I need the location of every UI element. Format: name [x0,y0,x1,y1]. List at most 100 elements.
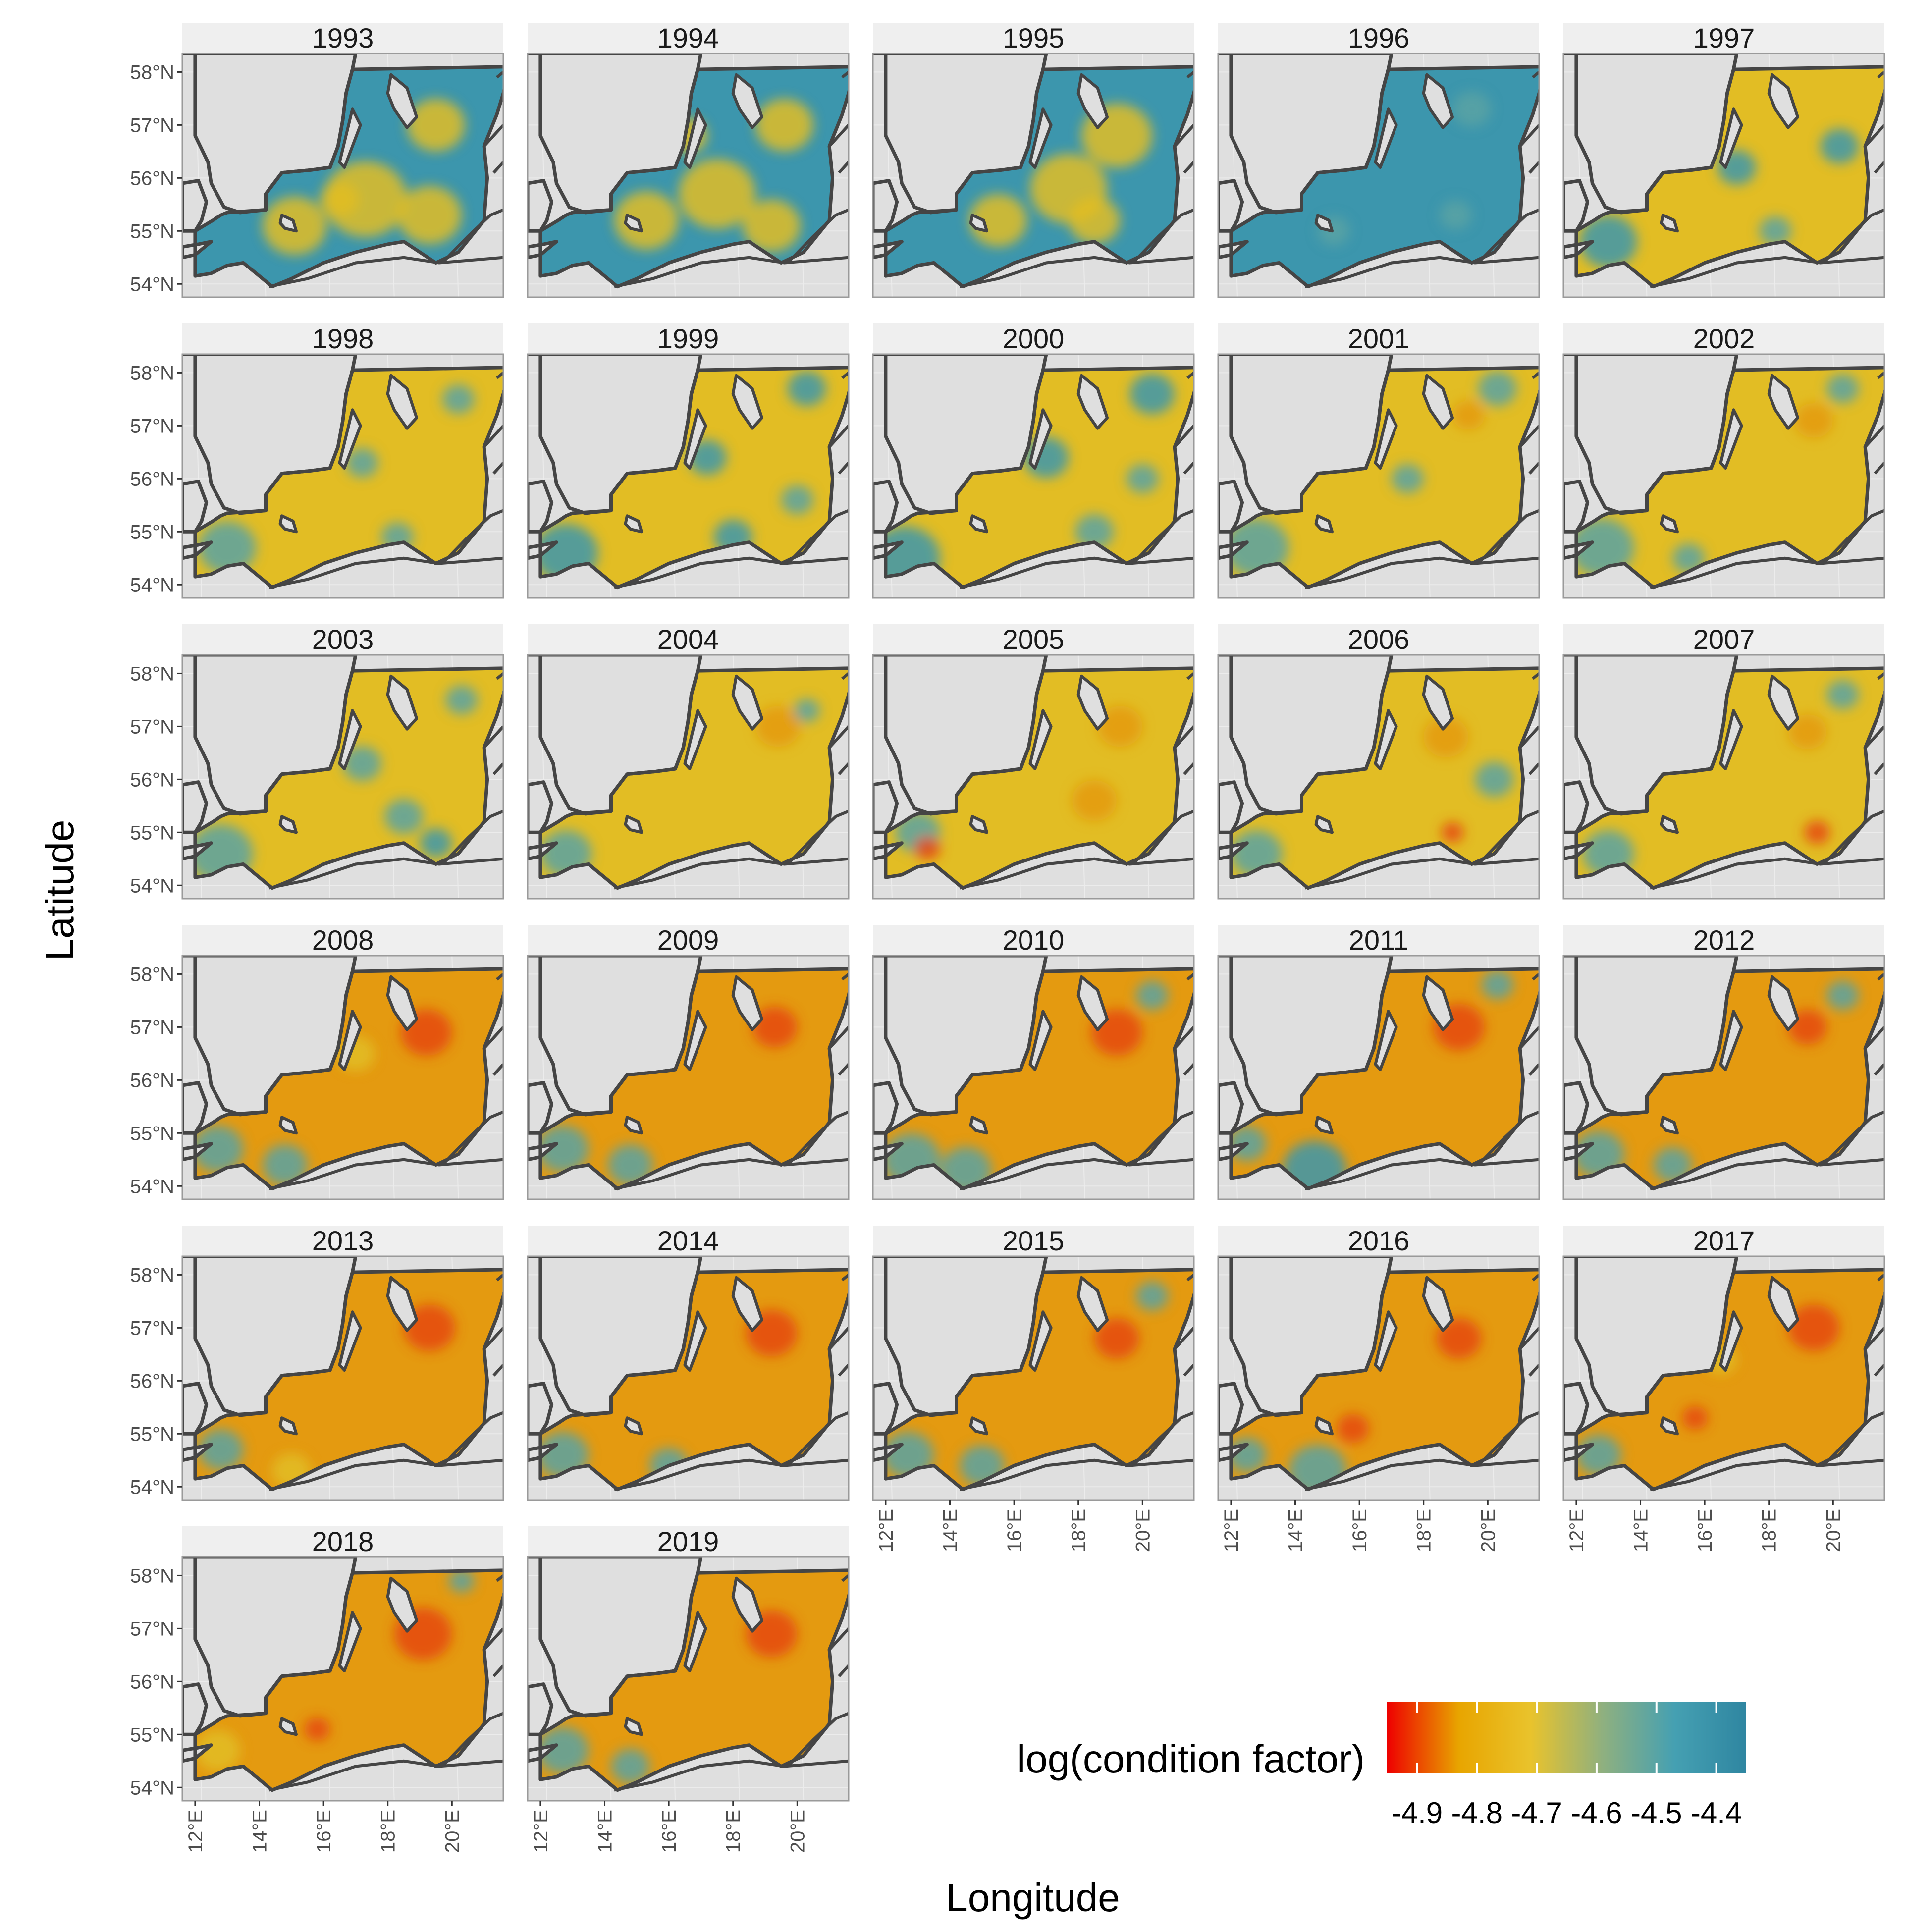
facet-label: 2010 [1003,924,1065,956]
facet-label: 2000 [1003,323,1065,354]
x-tick-label: 14°E [1630,1509,1652,1552]
legend-tick-label: -4.4 [1691,1796,1742,1829]
y-tick-label: 57°N [130,1618,174,1640]
x-tick-label: 18°E [1413,1509,1435,1552]
y-tick-label: 55°N [130,220,174,242]
y-tick-label: 58°N [130,964,174,985]
y-tick-label: 57°N [130,716,174,738]
facet-panel-2013: 201354°N55°N56°N57°N58°N [130,1225,510,1500]
facet-panel-2006: 2006 [1218,624,1546,899]
facet-label: 1995 [1003,22,1065,54]
x-tick-label: 12°E [1566,1509,1588,1552]
facet-label: 2007 [1693,624,1755,655]
facet-panel-2018: 201854°N55°N56°N57°N58°N12°E 14°E 16°E 18°E… [130,1526,510,1853]
facet-panel-1995: 1995 [873,22,1200,297]
facet-label: 2012 [1693,924,1755,956]
field-patch [1452,401,1485,430]
field-patch [1440,201,1472,230]
y-tick-label: 57°N [130,114,174,136]
facet-panel-2005: 2005 [873,624,1200,899]
facet-panel-2016: 201612°E 14°E 16°E 18°E 20°E [1218,1225,1546,1552]
y-tick-label: 57°N [130,415,174,437]
facet-panel-1996: 1996 [1218,22,1546,297]
field-patch [1129,374,1175,414]
legend-tick-label: -4.8 [1451,1796,1503,1829]
x-tick-label: 12°E [530,1810,552,1853]
x-tick-label: 12°E [1221,1509,1242,1552]
field-patch [781,485,813,515]
facet-label: 1997 [1693,22,1755,54]
field-patch [407,99,465,151]
legend-tick-label: -4.9 [1392,1796,1443,1829]
legend-tick-label: -4.6 [1571,1796,1622,1829]
facet-panel-2001: 2001 [1218,323,1546,598]
field-patch [321,182,359,217]
facet-panel-2003: 200354°N55°N56°N57°N58°N [130,624,510,899]
facet-label: 2013 [312,1225,374,1256]
y-tick-label: 56°N [130,1671,174,1693]
x-tick-label: 18°E [1759,1509,1780,1552]
facet-label: 2008 [312,924,374,956]
y-tick-label: 55°N [130,1724,174,1746]
facet-panel-2017: 201712°E 14°E 16°E 18°E 20°E [1563,1225,1891,1552]
x-tick-label: 20°E [1477,1509,1499,1552]
field-patch [1820,129,1859,164]
field-patch [384,799,423,834]
facet-label: 2001 [1348,323,1410,354]
facet-panel-1993: 199354°N55°N56°N57°N58°N [130,22,510,297]
facet-label: 1994 [657,22,719,54]
facet-label: 2016 [1348,1225,1410,1256]
facet-panel-1998: 199854°N55°N56°N57°N58°N [130,323,510,598]
facet-label: 2006 [1348,624,1410,655]
facet-label: 2015 [1003,1225,1065,1256]
field-patch [1475,762,1513,797]
facet-label: 2004 [657,624,719,655]
y-axis-title: Latitude [38,820,82,961]
y-tick-label: 54°N [130,875,174,897]
facet-panel-2000: 2000 [870,323,1200,598]
x-tick-label: 14°E [940,1509,962,1552]
y-tick-label: 54°N [130,1777,174,1799]
y-tick-label: 55°N [130,822,174,844]
x-tick-label: 18°E [1068,1509,1090,1552]
field-patch [1481,970,1513,999]
y-tick-label: 54°N [130,1176,174,1197]
facet-panel-2014: 2014 [528,1225,855,1500]
field-patch [1826,374,1859,403]
facet-panel-2008: 200854°N55°N56°N57°N58°N [130,924,510,1199]
field-patch [1127,464,1159,493]
field-patch [1441,822,1463,843]
facet-panel-1999: 1999 [528,323,855,598]
x-tick-label: 16°E [1349,1509,1371,1552]
field-patch [1804,821,1830,844]
field-patch [1826,981,1859,1010]
y-tick-label: 57°N [130,1317,174,1339]
x-tick-label: 16°E [1694,1509,1716,1552]
y-tick-label: 56°N [130,468,174,490]
x-tick-label: 16°E [313,1810,335,1853]
field-patch [397,186,462,244]
field-patch [1072,780,1117,821]
facet-label: 2018 [312,1526,374,1557]
field-patch [755,99,813,151]
facet-label: 1996 [1348,22,1410,54]
y-tick-label: 58°N [130,1565,174,1587]
y-tick-label: 58°N [130,663,174,685]
x-tick-label: 18°E [377,1810,399,1853]
field-patch [1136,981,1168,1010]
field-patch [1452,92,1491,127]
facet-panel-2009: 2009 [528,924,855,1199]
x-tick-label: 16°E [658,1810,680,1853]
field-patch [1795,403,1833,438]
facet-label: 2019 [657,1526,719,1557]
facet-label: 2014 [657,1225,719,1256]
field-patch [1392,464,1424,493]
y-tick-label: 58°N [130,1264,174,1286]
field-patch [420,828,452,858]
facet-panel-2019: 2019 12°E 14°E 16°E 18°E 20°E [528,1526,855,1853]
facet-panel-1997: 1997 [1563,22,1891,297]
facet-panel-2010: 2010 [873,924,1200,1199]
x-tick-label: 14°E [594,1810,616,1853]
legend-tick-label: -4.7 [1511,1796,1562,1829]
